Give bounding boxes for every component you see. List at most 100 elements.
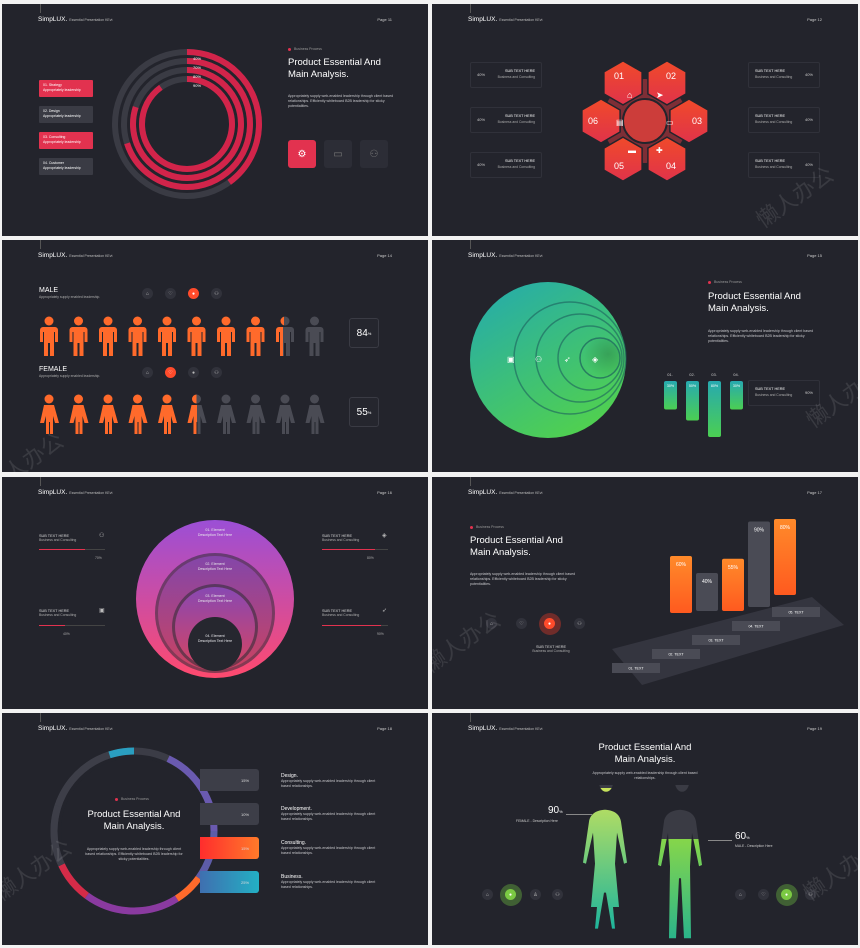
progress-item-2: SUB TEXT HERE Business and Consulting [322,534,360,542]
heart-icon[interactable]: ♡ [758,889,769,900]
female-leader-line [566,814,592,815]
female-title: FEMALE [39,366,68,373]
person-icon[interactable]: ● [188,288,199,299]
slide-2[interactable]: SimpLUX. Essential Presentation KEvt Page… [432,4,858,236]
female-subtitle: Appropriately supply enabled leadership. [39,374,101,378]
ring-bar-1 [112,49,262,199]
rocket-icon: ➶ [382,608,388,614]
slide-4[interactable]: SimpLUX. Essential Presentation KEvt Page… [432,240,858,472]
female-label: FEMALE - Description Here [516,819,558,823]
teal-bar-3 [708,381,721,437]
female-percentage: 55% [349,397,379,427]
progress-value-4: 90% [377,632,384,636]
store-icon: ▤ [616,118,624,127]
step-5 [772,607,820,617]
page-number: Page 12 [807,17,822,22]
stat-box-left-3: 40% SUB TEXT HERE Business and Consulting [470,152,542,178]
home-icon[interactable]: ⌂ [142,367,153,378]
male-icon[interactable]: ● [781,889,792,900]
slide-3[interactable]: SimpLUX. Essential Presentation KEvt Page… [2,240,428,472]
progress-item-3: SUB TEXT HERE Business and Consulting [39,609,77,617]
legend-item-customer: 04. Customer Appropriately leadership [39,158,93,175]
male-figure-3 [99,316,117,356]
slide-5[interactable]: SimpLUX. Essential Presentation KEvt Page… [2,477,428,709]
ring-label-4: 04. Element Description Text Here [197,634,233,643]
step-label-5: 05. TEXT [788,611,804,615]
gear-icon[interactable]: ⚙ [288,140,316,168]
slide-body: Appropriately supply web-enabled leaders… [85,847,183,862]
people-icon: ⚇ [535,355,542,364]
teal-bar-4 [730,381,743,410]
male-figure-10 [305,316,324,356]
vertical-bar-chart: 01. 30% 02. 50% 03. 80% 04. 30% [664,372,743,437]
person-icon[interactable]: ● [544,618,555,629]
send-icon: ➤ [656,90,664,100]
card-icon: ▬ [628,146,636,155]
home-icon[interactable]: ⌂ [482,889,493,900]
slide-7[interactable]: SimpLUX. Essential Presentation KEvt Page… [2,713,428,945]
male-subtitle: Appropriately supply enabled leadership. [39,295,101,299]
brand: SimpLUX. Essential Presentation KEvt [468,252,543,259]
male-percentage: 84% [349,318,379,348]
group-icon[interactable]: ⚇ [211,367,222,378]
hexagon-03 [669,98,709,144]
hexagon-cycle-diagram: 01 02 03 04 05 06 ⌂ ➤ ▭ ▤ ▬ ✚ [581,60,709,182]
female-icon[interactable]: ● [505,889,516,900]
step-label-3: 03. TEXT [708,639,724,643]
group-icon[interactable]: ⚇ [805,889,816,900]
group-icon[interactable]: ⚇ [574,618,585,629]
chat-icon[interactable]: ▭ [324,140,352,168]
layers-icon: ◈ [592,355,599,364]
top-marker [470,713,471,722]
bar-label-4: 90% [754,528,765,534]
bar-value-4: 30% [733,384,741,388]
slide-8[interactable]: SimpLUX. Essential Presentation KEvt Page… [432,713,858,945]
step-4 [732,621,780,631]
progress-bar-1 [39,549,105,550]
male-figure-9 [276,316,294,356]
home-icon[interactable]: ⌂ [735,889,746,900]
radial-bar-chart: 40% 70% 80% 90% [112,49,262,199]
progress-bar-3 [39,625,105,626]
donut-chart [50,747,218,915]
slide-6[interactable]: SimpLUX. Essential Presentation KEvt Page… [432,477,858,709]
people-icon[interactable]: ⚇ [360,140,388,168]
donut-segment-5 [50,747,218,915]
ring-label-2: 70% [193,65,201,70]
slide-1[interactable]: SimpLUX. Essential Presentation KEvt Page… [2,4,428,236]
group-icon[interactable]: ⚇ [211,288,222,299]
top-marker [470,240,471,249]
bar-number-3: 03. [711,372,717,377]
male-figure-6 [187,316,206,356]
bar-label-2: 40% [702,579,713,585]
person-icon[interactable]: ● [188,367,199,378]
progress-bar-2 [322,549,388,550]
heart-icon[interactable]: ♡ [165,288,176,299]
nested-circle-diagram: ▣ ⚇ ➶ ◈ [470,282,627,438]
bar-4 [748,521,770,607]
home-icon[interactable]: ⌂ [142,288,153,299]
heart-icon[interactable]: ♡ [516,618,527,629]
briefcase-icon: ▣ [507,355,515,364]
female-figure-9 [276,394,295,434]
bar-value-3: 80% [711,384,719,388]
stat-box-right-2: SUB TEXT HERE Business and Consulting 40% [748,107,820,133]
watermark: 懒人办公 [432,606,506,678]
row-text-2: Development. Appropriately supply web-ena… [281,806,376,822]
progress-fill-4 [322,625,382,626]
progress-value-2: 80% [367,556,374,560]
section-tag: Business Process [470,525,504,529]
row-pct-2: 10% [241,812,250,817]
slide-body: Appropriately supply web-enabled leaders… [470,572,576,587]
slide-title: Product Essential And Main Analysis. [708,291,801,314]
person-icon[interactable]: ♙ [530,889,541,900]
page-number: Page 15 [807,253,822,258]
group-icon[interactable]: ⚇ [552,889,563,900]
home-icon[interactable]: ⌂ [486,618,497,629]
hexagon-number-04: 04 [666,161,676,171]
hexagon-01 [603,60,643,106]
3d-bar-step-chart: 01. TEXT 02. TEXT 03. TEXT 04. TEXT 05. TEXT… [612,519,844,685]
teal-bar-2 [686,381,699,421]
row-pct-1: 15% [241,778,250,783]
heart-icon[interactable]: ♡ [165,367,176,378]
